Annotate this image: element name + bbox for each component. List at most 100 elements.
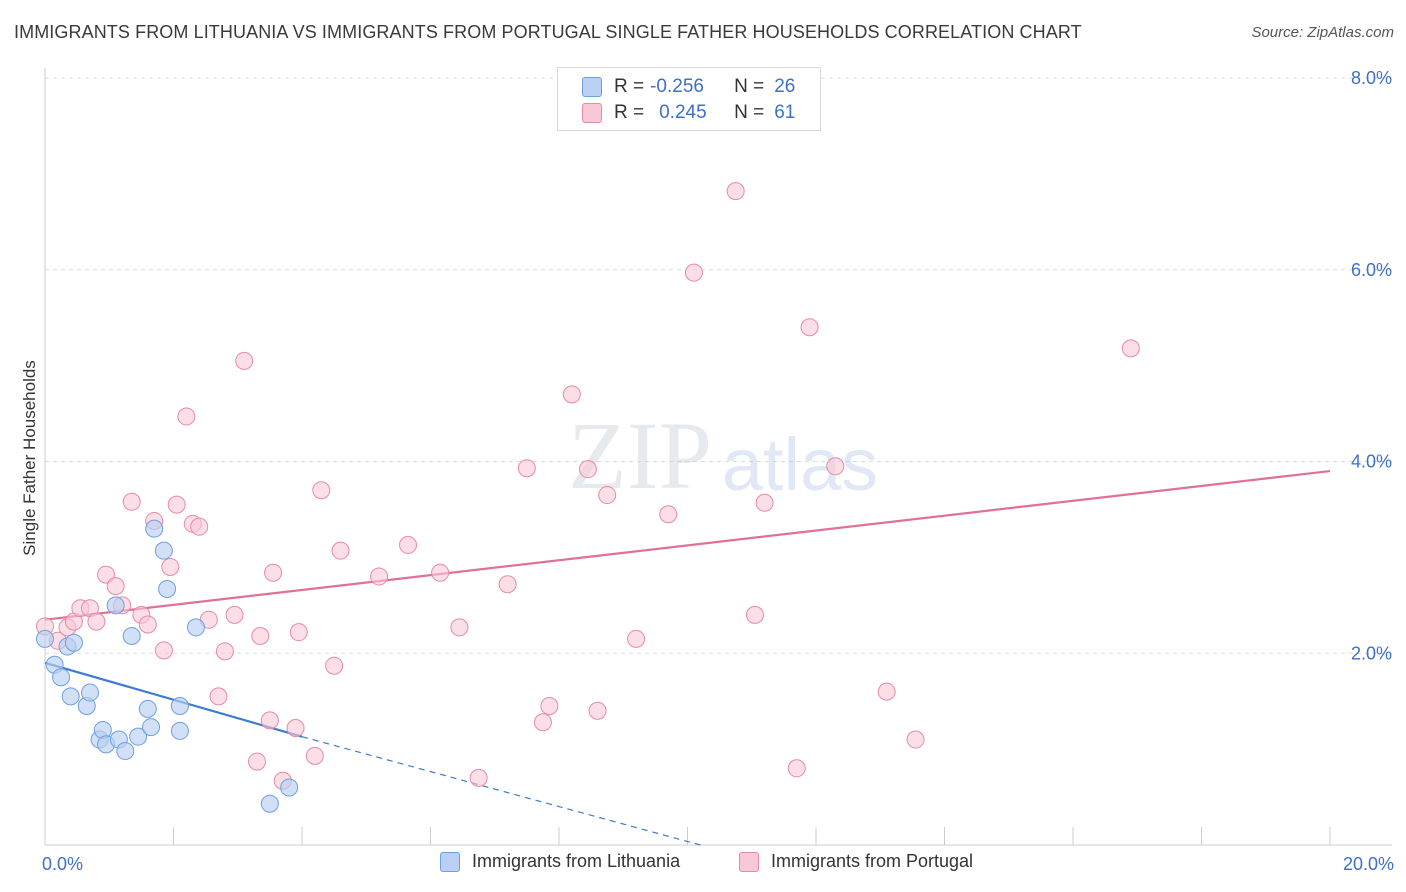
point-portugal bbox=[106, 577, 125, 596]
point-portugal bbox=[370, 567, 389, 586]
point-portugal bbox=[289, 623, 308, 642]
point-portugal bbox=[235, 351, 254, 370]
r-label: R = bbox=[614, 102, 645, 123]
watermark: ZIP atlas bbox=[568, 402, 878, 509]
point-portugal bbox=[305, 746, 324, 765]
axes bbox=[44, 68, 1392, 846]
point-portugal bbox=[399, 535, 418, 554]
point-portugal bbox=[325, 656, 344, 675]
y-tick-label: 2.0% bbox=[1351, 643, 1392, 663]
point-portugal bbox=[122, 492, 141, 511]
y-tick-label: 4.0% bbox=[1351, 452, 1392, 472]
point-lithuania bbox=[260, 794, 279, 813]
legend-label-lithuania: Immigrants from Lithuania bbox=[472, 851, 681, 871]
point-lithuania bbox=[158, 580, 177, 599]
point-lithuania bbox=[186, 618, 205, 637]
point-portugal bbox=[87, 612, 106, 631]
point-portugal bbox=[562, 385, 581, 404]
point-lithuania bbox=[170, 721, 189, 740]
legend-row-lithuania: R = -0.256 N = 26 bbox=[582, 75, 795, 99]
point-portugal bbox=[800, 318, 819, 337]
point-portugal bbox=[251, 626, 270, 645]
point-lithuania bbox=[36, 629, 54, 648]
point-portugal bbox=[787, 759, 806, 778]
point-portugal bbox=[684, 263, 703, 282]
point-portugal bbox=[877, 682, 896, 701]
lithuania-swatch bbox=[440, 851, 460, 872]
point-portugal bbox=[588, 701, 607, 720]
trend-lines bbox=[44, 469, 1331, 846]
point-lithuania bbox=[170, 696, 189, 715]
point-portugal bbox=[906, 730, 925, 749]
point-portugal bbox=[826, 457, 845, 476]
x-tick-label-min: 0.0% bbox=[42, 854, 83, 874]
point-lithuania bbox=[145, 519, 164, 538]
chart-title: IMMIGRANTS FROM LITHUANIA VS IMMIGRANTS … bbox=[14, 22, 1082, 42]
lithuania-swatch bbox=[582, 77, 602, 97]
y-axis-title: Single Father Households bbox=[20, 360, 39, 556]
point-portugal bbox=[286, 719, 305, 738]
data-points bbox=[36, 182, 1140, 813]
portugal-swatch bbox=[582, 103, 602, 123]
y-tick-label: 6.0% bbox=[1351, 260, 1392, 280]
point-lithuania bbox=[80, 683, 99, 702]
tick-labels: 2.0% 4.0% 6.0% 8.0% 0.0% 20.0% bbox=[42, 68, 1394, 874]
point-portugal bbox=[578, 460, 597, 479]
legend-row-portugal: R = 0.245 N = 61 bbox=[582, 101, 795, 125]
point-lithuania bbox=[138, 699, 157, 718]
legend-label-portugal: Immigrants from Portugal bbox=[771, 851, 974, 871]
point-portugal bbox=[209, 687, 228, 706]
n-value: 61 bbox=[774, 102, 796, 123]
point-lithuania bbox=[142, 718, 161, 737]
point-lithuania bbox=[129, 727, 148, 746]
r-value: 0.245 bbox=[659, 102, 707, 123]
point-lithuania bbox=[122, 626, 141, 645]
legend-item-lithuania[interactable]: Immigrants from Lithuania bbox=[440, 851, 680, 872]
point-portugal bbox=[469, 768, 488, 787]
point-lithuania bbox=[64, 633, 83, 652]
trendline-lithuania-extrapolated bbox=[301, 736, 701, 846]
point-portugal bbox=[154, 641, 173, 660]
point-portugal bbox=[225, 605, 244, 624]
x-tick-label-max: 20.0% bbox=[1343, 854, 1394, 874]
point-portugal bbox=[248, 752, 267, 771]
point-portugal bbox=[331, 541, 350, 560]
point-portugal bbox=[97, 565, 116, 584]
point-portugal bbox=[138, 615, 157, 634]
point-lithuania bbox=[116, 742, 135, 761]
point-portugal bbox=[517, 459, 536, 478]
source-credit: Source: ZipAtlas.com bbox=[1251, 24, 1394, 41]
point-portugal bbox=[598, 486, 617, 505]
r-label: R = bbox=[614, 76, 645, 97]
point-portugal bbox=[540, 696, 559, 715]
y-tick-label: 8.0% bbox=[1351, 68, 1392, 88]
point-lithuania bbox=[154, 541, 173, 560]
correlation-legend: R = -0.256 N = 26 R = 0.245 N = 61 bbox=[557, 67, 821, 131]
point-portugal bbox=[755, 493, 774, 512]
point-portugal bbox=[167, 495, 186, 514]
point-portugal bbox=[745, 605, 764, 624]
point-portugal bbox=[498, 575, 517, 594]
point-portugal bbox=[659, 505, 678, 524]
n-value: 26 bbox=[774, 76, 796, 97]
point-lithuania bbox=[52, 668, 71, 687]
point-lithuania bbox=[61, 687, 80, 706]
point-portugal bbox=[627, 629, 646, 648]
point-lithuania bbox=[280, 778, 299, 797]
point-portugal bbox=[312, 481, 331, 500]
point-portugal bbox=[726, 182, 745, 201]
point-portugal bbox=[177, 407, 196, 426]
n-label: N = bbox=[734, 76, 765, 97]
point-portugal bbox=[190, 517, 209, 536]
point-lithuania bbox=[106, 596, 125, 615]
watermark-zip: ZIP bbox=[568, 402, 712, 509]
point-portugal bbox=[264, 563, 283, 582]
point-portugal bbox=[161, 557, 180, 576]
portugal-swatch bbox=[739, 851, 759, 872]
trendline-portugal bbox=[44, 469, 1331, 621]
legend-item-portugal[interactable]: Immigrants from Portugal bbox=[739, 851, 973, 872]
watermark-atlas: atlas bbox=[722, 423, 878, 506]
r-value: -0.256 bbox=[650, 76, 704, 97]
point-portugal bbox=[260, 711, 279, 730]
